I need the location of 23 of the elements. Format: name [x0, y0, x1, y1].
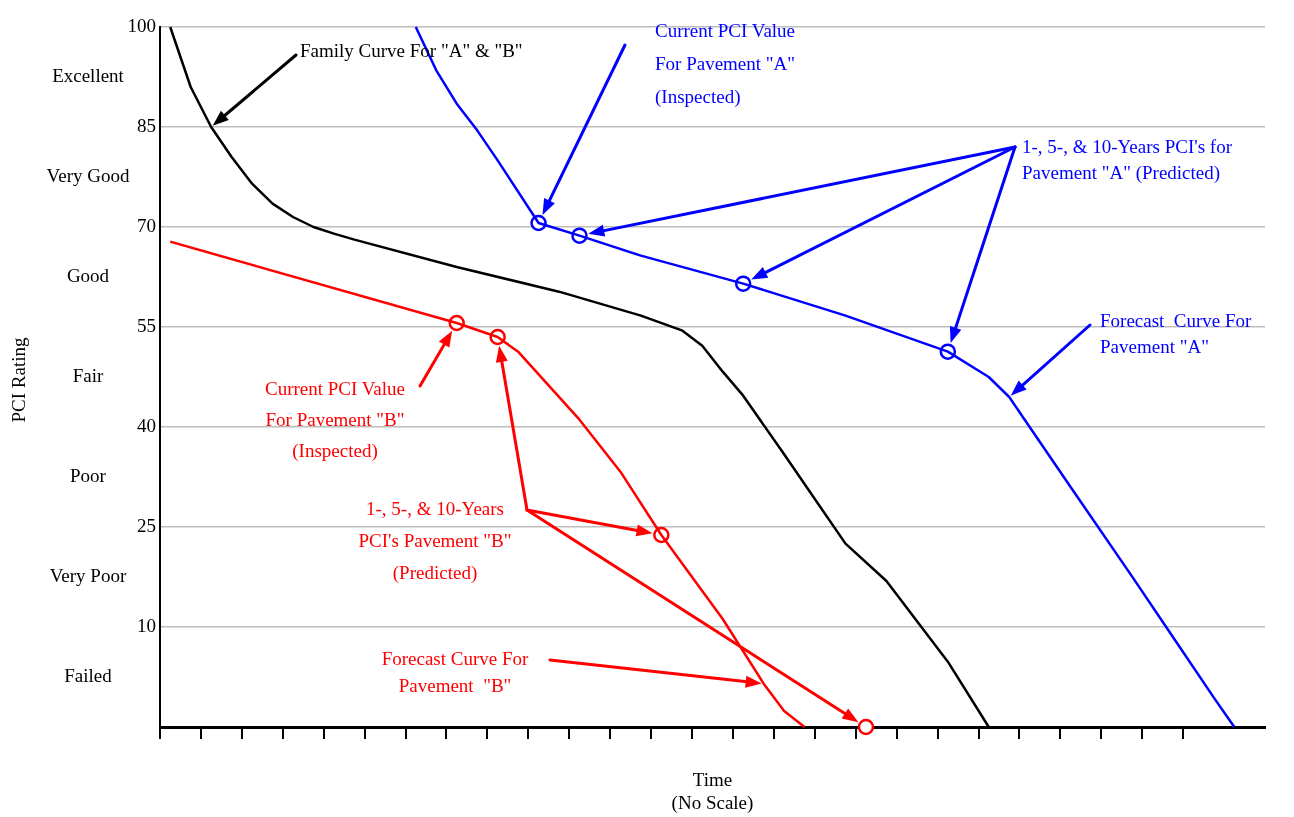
annotation: Current PCI Value For Pavement "A" (Inspected)	[655, 19, 796, 108]
y-tick-label: 10	[137, 614, 156, 636]
text: Poor	[70, 464, 107, 486]
text: Good	[66, 264, 110, 286]
y-tick-label: 55	[137, 314, 156, 336]
text: Excellent	[52, 64, 125, 86]
text: Fair	[72, 364, 104, 386]
annotation: 1-, 5-, & 10-Years PCI's Pavement "B" (Predicted)	[358, 497, 512, 584]
point	[857, 718, 875, 736]
annotation: 1-, 5-, & 10-Years PCI's for Pavement "A" (Predicted)	[1022, 135, 1233, 184]
y-tick-label: 85	[137, 114, 156, 136]
text: Very Good	[46, 164, 130, 186]
text: PCI Rating	[7, 337, 29, 423]
y-tick-label: 40	[137, 414, 156, 436]
annotation: Forecast Curve For Pavement "B"	[381, 647, 530, 696]
y-tick-label: 70	[137, 214, 156, 236]
y-tick-label: 25	[137, 514, 156, 536]
text: Very Poor	[49, 564, 127, 586]
annotation: Current PCI Value For Pavement "B" (Inspected)	[264, 377, 406, 462]
text: Failed	[64, 664, 113, 686]
annotation: Forecast Curve For Pavement "A"	[1100, 309, 1253, 357]
y-tick-label: 100	[127, 14, 156, 36]
x-axis-title: Time (No Scale)	[671, 768, 754, 814]
